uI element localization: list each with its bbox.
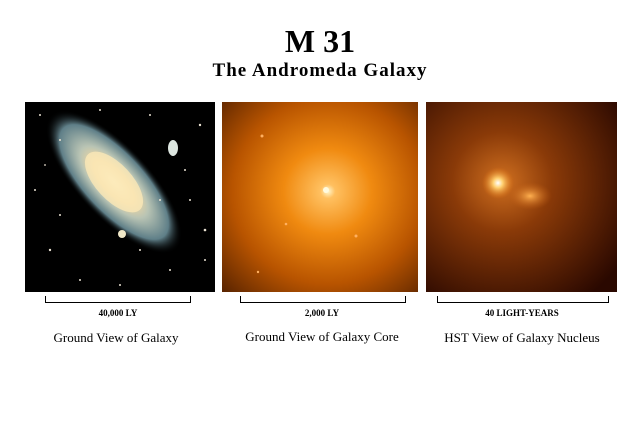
scale-label: 40,000 LY xyxy=(99,308,138,318)
title: M 31 xyxy=(285,23,355,59)
caption: Ground View of Galaxy xyxy=(54,330,179,345)
galaxy-nucleus-image xyxy=(426,102,617,292)
galaxy-core-image xyxy=(222,102,418,292)
caption: Ground View of Galaxy Core xyxy=(245,329,399,344)
caption: HST View of Galaxy Nucleus xyxy=(444,330,599,345)
ground-galaxy-image xyxy=(25,102,215,292)
scale-bar xyxy=(45,296,609,303)
subtitle: The Andromeda Galaxy xyxy=(213,60,428,81)
scale-label: 40 LIGHT-YEARS xyxy=(485,308,558,318)
scale-label: 2,000 LY xyxy=(305,308,340,318)
